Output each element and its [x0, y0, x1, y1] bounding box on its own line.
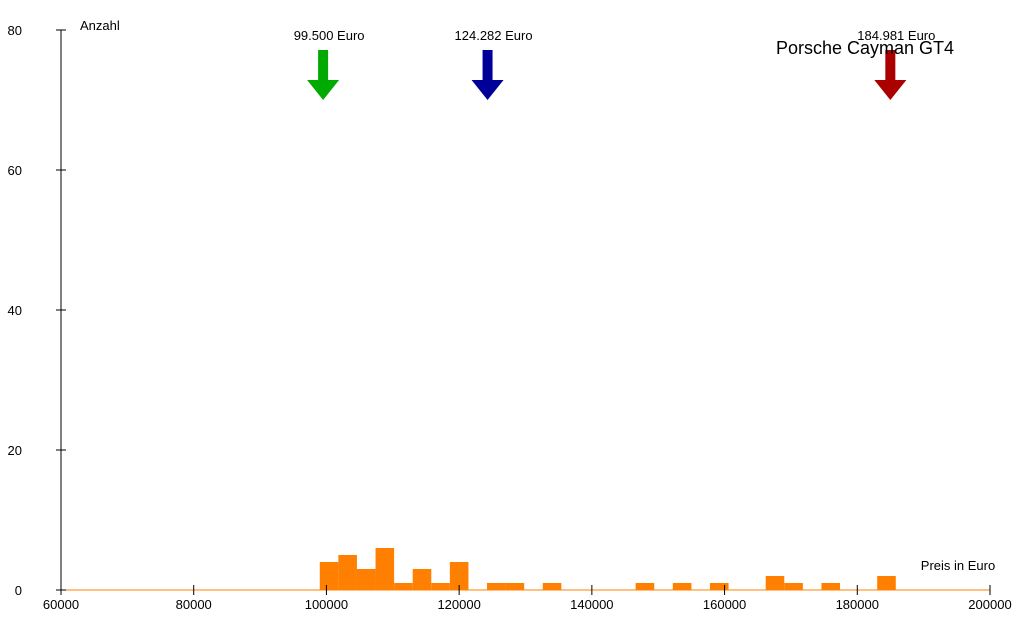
y-axis-label: Anzahl [80, 18, 120, 33]
axes-layer [60, 30, 990, 591]
markers-layer: 99.500 Euro 124.282 Euro 184.981 Euro [294, 28, 935, 100]
histogram-bar [356, 569, 376, 590]
histogram-bar [375, 548, 395, 590]
histogram-bar [877, 576, 896, 590]
histogram-bar [765, 576, 785, 590]
histogram-bar [821, 583, 841, 590]
x-tick-label: 160000 [703, 597, 746, 612]
histogram-bar [394, 583, 413, 590]
price-marker-label: 184.981 Euro [857, 28, 935, 43]
y-tick-label: 40 [8, 303, 22, 318]
price-marker: 184.981 Euro [857, 28, 935, 100]
x-tick-label: 100000 [305, 597, 348, 612]
histogram-bar [542, 583, 562, 590]
histogram-bar [338, 555, 357, 590]
histogram-bar [319, 562, 339, 590]
x-tick-label: 120000 [437, 597, 480, 612]
price-marker-arrow-icon [874, 50, 907, 100]
x-tick-label: 180000 [836, 597, 879, 612]
price-marker-label: 99.500 Euro [294, 28, 365, 43]
x-tick-label: 200000 [968, 597, 1011, 612]
histogram-bar [487, 583, 506, 590]
price-marker: 124.282 Euro [455, 28, 533, 100]
y-tick-label: 0 [15, 583, 22, 598]
histogram-bar [431, 583, 450, 590]
y-tick-label: 80 [8, 23, 22, 38]
x-tick-label: 60000 [43, 597, 79, 612]
histogram-bar [784, 583, 803, 590]
histogram-bar [672, 583, 692, 590]
price-marker: 99.500 Euro [294, 28, 365, 100]
y-tick-label: 20 [8, 443, 22, 458]
y-tick-label: 60 [8, 163, 22, 178]
chart-title: Porsche Cayman GT4 [776, 38, 954, 58]
x-tick-label: 80000 [176, 597, 212, 612]
ticks-layer: 0 20 40 60 80 60000 80000 100000 120000 140000 160… [8, 23, 1012, 612]
histogram-bar [709, 583, 729, 590]
bars-layer [319, 548, 896, 590]
histogram-bar [505, 583, 525, 590]
histogram-bar [449, 562, 469, 590]
price-marker-arrow-icon [307, 50, 340, 100]
x-axis-label: Preis in Euro [921, 558, 995, 573]
price-marker-label: 124.282 Euro [455, 28, 533, 43]
x-tick-label: 140000 [570, 597, 613, 612]
price-marker-arrow-icon [471, 50, 504, 100]
histogram-bar [412, 569, 432, 590]
histogram-bar [635, 583, 655, 590]
